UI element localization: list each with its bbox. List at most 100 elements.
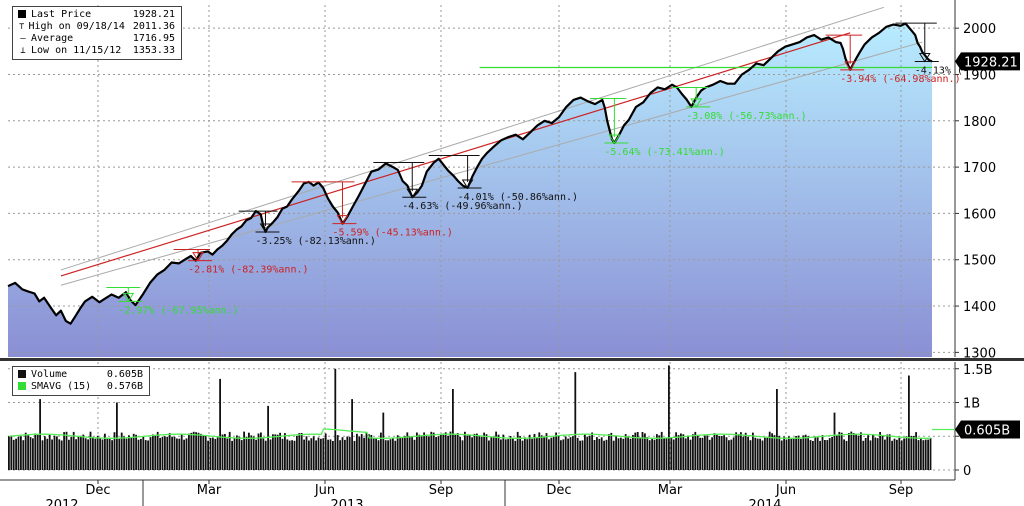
drawdown-arrow-icon	[406, 188, 419, 199]
volume-bar	[224, 434, 226, 470]
volume-bar	[356, 433, 358, 470]
volume-bar	[708, 439, 711, 470]
volume-bar	[826, 440, 829, 470]
volume-bar	[423, 432, 425, 470]
volume-bar	[516, 431, 519, 470]
drawdown-label: -5.59% (-45.13%ann.)	[332, 228, 452, 239]
volume-bar	[651, 439, 653, 470]
volume-bar	[173, 436, 176, 470]
volume-bar	[836, 434, 838, 470]
volume-bar	[384, 440, 387, 470]
month-label: Sep	[889, 483, 914, 498]
volume-bar	[197, 432, 200, 470]
volume-bar	[202, 434, 205, 470]
volume-bar	[668, 365, 670, 470]
volume-bar	[898, 437, 901, 470]
volume-bar	[533, 434, 536, 470]
legend-row-volume: Volume 0.605B	[17, 369, 143, 381]
volume-bar	[8, 436, 10, 470]
volume-bar	[29, 437, 32, 470]
volume-bar	[454, 435, 457, 470]
last-price-tag	[955, 52, 1020, 71]
volume-bar	[802, 435, 805, 470]
volume-bar	[881, 435, 884, 470]
volume-bar	[521, 440, 524, 470]
volume-bar	[492, 436, 495, 470]
legend-value: 2011.36	[132, 21, 175, 32]
price-tick-label: 1300	[963, 346, 996, 361]
volume-bar	[252, 436, 255, 470]
volume-bar	[154, 434, 157, 470]
legend-label: Last Price	[31, 9, 92, 20]
volume-bar	[94, 438, 97, 470]
volume-bar	[749, 440, 752, 470]
legend-row-last-price: Last Price 1928.21	[17, 9, 175, 21]
volume-bar	[168, 433, 171, 470]
volume-bar	[867, 435, 869, 470]
volume-bar	[776, 389, 778, 470]
volume-bar	[262, 438, 265, 470]
volume-bar	[915, 432, 917, 470]
volume-bar	[190, 432, 193, 470]
volume-bar	[831, 436, 833, 470]
price-tick-label: 1700	[963, 161, 996, 176]
volume-bar	[572, 436, 574, 470]
volume-bar	[507, 439, 509, 470]
volume-bar	[879, 432, 881, 470]
volume-bar	[89, 431, 92, 470]
drawdown-arrow-icon	[461, 179, 474, 189]
volume-bar	[416, 432, 418, 470]
volume-bar	[298, 433, 301, 470]
drawdown-label: -3.25% (-82.13%ann.)	[255, 236, 375, 247]
volume-bar	[622, 438, 625, 470]
volume-bar	[221, 434, 224, 470]
volume-bar	[440, 434, 442, 470]
volume-bar	[876, 438, 879, 470]
volume-bar	[176, 438, 178, 470]
volume-bar	[264, 440, 267, 470]
volume-bar	[819, 440, 821, 470]
volume-bar	[214, 438, 217, 470]
volume-bar	[476, 433, 478, 470]
volume-bar	[576, 437, 579, 470]
volume-bar	[543, 437, 545, 470]
volume-bar	[548, 439, 550, 470]
volume-bar	[552, 437, 555, 470]
volume-bar	[564, 436, 567, 470]
volume-bar	[183, 439, 185, 470]
volume-bar	[747, 436, 749, 470]
volume-bar	[243, 431, 245, 470]
volume-bar	[754, 437, 757, 470]
volume-bar	[620, 437, 622, 470]
volume-bar	[797, 435, 800, 470]
volume-bar	[790, 438, 793, 470]
volume-bar	[660, 431, 663, 470]
volume-bar	[444, 432, 447, 470]
volume-bar	[80, 435, 82, 470]
volume-bar	[557, 435, 560, 470]
volume-bar	[36, 434, 39, 470]
month-label: Jun	[314, 483, 335, 498]
volume-bar	[504, 439, 507, 470]
volume-bar	[387, 440, 389, 470]
volume-bar	[512, 438, 514, 470]
volume-bar	[137, 439, 140, 470]
volume-bar	[207, 440, 209, 470]
volume-bar	[711, 437, 713, 470]
drawdown-annotation: -5.59% (-45.13%ann.)	[291, 181, 453, 239]
volume-bar	[929, 437, 932, 470]
volume-bar	[524, 437, 526, 470]
volume-bar	[281, 438, 284, 470]
last-price-swatch-icon	[17, 10, 29, 20]
volume-bar	[555, 432, 557, 470]
volume-bar	[687, 435, 689, 470]
volume-bar	[800, 438, 802, 470]
volume-bar	[816, 436, 819, 470]
volume-bar	[804, 434, 807, 470]
volume-bar	[509, 436, 512, 470]
volume-bar	[893, 438, 896, 470]
volume-bar	[87, 439, 89, 470]
volume-bar	[600, 437, 603, 470]
month-label: Sep	[429, 483, 454, 498]
volume-bar	[375, 437, 377, 470]
